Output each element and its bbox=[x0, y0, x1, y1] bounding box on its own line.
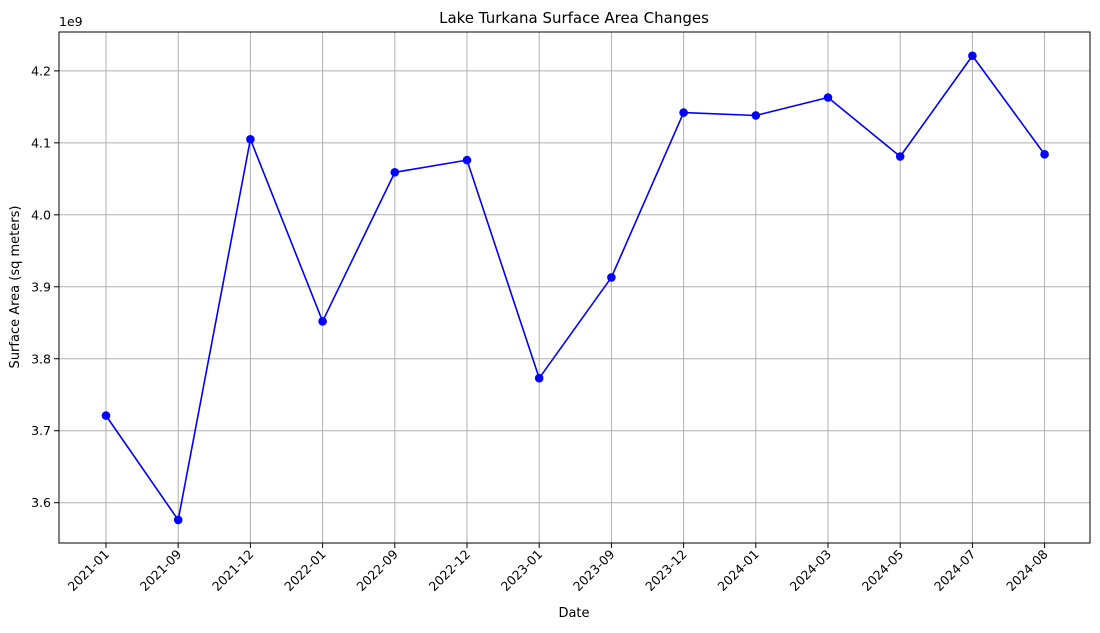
x-tick-label: 2021-12 bbox=[209, 547, 257, 595]
data-point bbox=[607, 273, 616, 282]
data-point bbox=[968, 51, 977, 61]
data-point bbox=[823, 93, 833, 102]
data-point bbox=[173, 515, 183, 525]
data-point bbox=[390, 168, 400, 177]
chart-title: Lake Turkana Surface Area Changes bbox=[439, 9, 709, 27]
x-tick-label: 2022-09 bbox=[353, 546, 401, 594]
data-point bbox=[318, 317, 327, 326]
data-point bbox=[895, 152, 905, 161]
x-tick-label: 2021-09 bbox=[137, 546, 185, 594]
y-tick-label: 3.8 bbox=[31, 351, 51, 366]
x-axis-label: Date bbox=[558, 606, 589, 621]
y-tick-label: 4.0 bbox=[31, 207, 51, 222]
y-tick-label: 3.9 bbox=[31, 279, 51, 294]
x-tick-label: 2023-09 bbox=[570, 546, 618, 594]
x-tick-label: 2024-03 bbox=[787, 547, 835, 595]
x-tick-label: 2024-07 bbox=[931, 547, 979, 595]
y-offset-label: 1e9 bbox=[59, 14, 83, 29]
data-point bbox=[1040, 150, 1049, 159]
data-point bbox=[246, 134, 255, 144]
x-tick-label: 2021-01 bbox=[65, 547, 113, 595]
x-tick-label: 2024-08 bbox=[1003, 546, 1051, 594]
x-tick-label: 2024-05 bbox=[859, 547, 907, 595]
data-point bbox=[679, 108, 688, 117]
y-tick-label: 3.7 bbox=[31, 423, 51, 438]
x-tick-label: 2023-12 bbox=[642, 547, 690, 595]
x-tick-label: 2024-01 bbox=[714, 547, 762, 595]
y-axis-label: Surface Area (sq meters) bbox=[8, 206, 23, 369]
axes-frame bbox=[58, 31, 1091, 544]
y-tick-label: 4.1 bbox=[31, 135, 51, 150]
series-layer bbox=[101, 51, 1049, 525]
x-tick-label: 2022-12 bbox=[426, 547, 474, 595]
series-line bbox=[105, 54, 1046, 521]
y-tick-label: 4.2 bbox=[31, 63, 51, 78]
data-point bbox=[462, 155, 472, 165]
data-point bbox=[751, 111, 761, 120]
data-point bbox=[534, 373, 544, 383]
y-tick-label: 3.6 bbox=[31, 495, 51, 510]
x-tick-label: 2023-01 bbox=[498, 547, 546, 595]
data-point bbox=[101, 411, 111, 420]
grid bbox=[59, 32, 1090, 543]
x-tick-label: 2022-01 bbox=[281, 547, 329, 595]
